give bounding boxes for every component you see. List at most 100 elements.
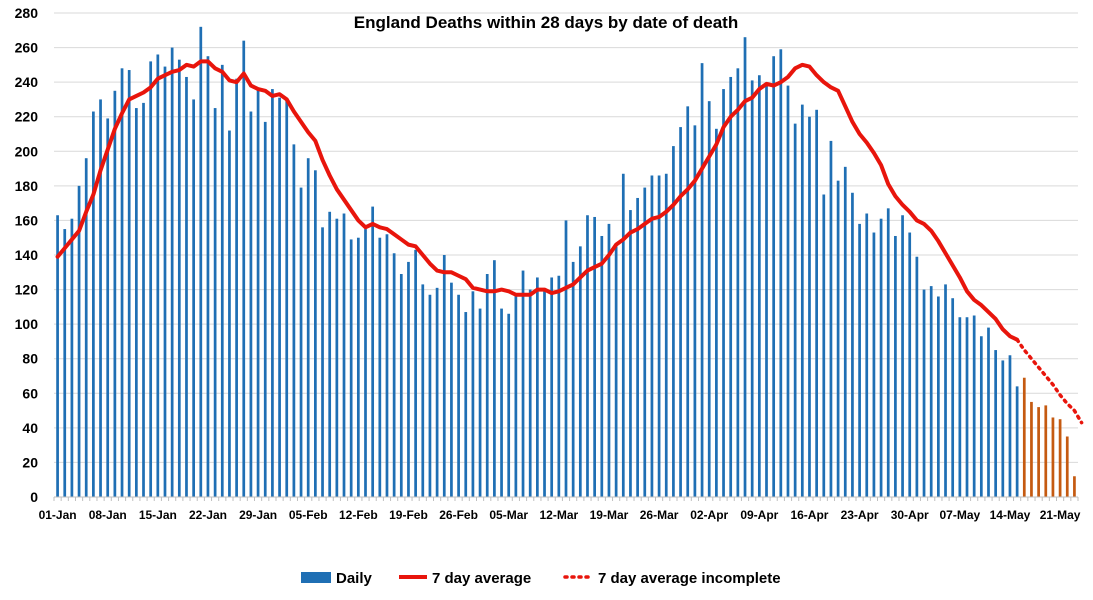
- y-tick-label: 100: [15, 316, 39, 332]
- bar-daily: [99, 99, 102, 498]
- y-axis-ticks: 0 20 40 60 80 100 120 140 160 180 200 220 240 260 280: [15, 5, 39, 505]
- bar-daily: [894, 235, 897, 498]
- bar-daily: [514, 293, 518, 497]
- x-tick-label: 08-Jan: [89, 508, 127, 522]
- bar-daily: [879, 218, 883, 497]
- bar-daily: [349, 239, 353, 497]
- y-tick-label: 160: [15, 212, 39, 228]
- bar-daily: [1008, 355, 1012, 497]
- bar-daily: [901, 215, 904, 498]
- y-tick-label: 40: [22, 420, 38, 436]
- bar-daily: [672, 146, 675, 497]
- bar-daily: [213, 108, 217, 497]
- x-tick-label: 16-Apr: [790, 508, 828, 522]
- bar-daily: [113, 90, 117, 497]
- bar-daily: [285, 99, 289, 498]
- x-tick-label: 19-Mar: [590, 508, 629, 522]
- bar-daily: [793, 123, 797, 497]
- bar-daily: [779, 49, 783, 498]
- bar-daily: [707, 101, 711, 497]
- bar-daily-incomplete: [1058, 419, 1062, 497]
- y-tick-label: 20: [22, 454, 38, 470]
- bar-daily: [500, 308, 503, 497]
- bar-daily: [428, 294, 432, 497]
- bar-daily-incomplete: [1022, 377, 1026, 497]
- bar-daily: [457, 294, 460, 497]
- bar-daily: [822, 194, 826, 497]
- bar-daily: [722, 89, 725, 497]
- bar-daily: [199, 26, 203, 498]
- x-tick-label: 26-Feb: [439, 508, 478, 522]
- legend-label-average: 7 day average: [432, 570, 531, 587]
- bar-daily: [614, 246, 618, 497]
- bar-daily: [715, 128, 718, 497]
- x-tick-label: 14-May: [990, 508, 1031, 522]
- bar-daily: [507, 313, 511, 497]
- bar-daily: [829, 140, 833, 497]
- bar-daily: [156, 54, 160, 498]
- bar-daily: [56, 215, 59, 498]
- bar-daily: [994, 350, 998, 497]
- bar-daily: [657, 175, 661, 498]
- bar-daily: [306, 158, 310, 497]
- bar-daily: [908, 232, 912, 497]
- bar-daily: [435, 287, 439, 497]
- bar-daily: [865, 213, 869, 497]
- x-tick-label: 23-Apr: [841, 508, 879, 522]
- y-tick-label: 180: [15, 178, 39, 194]
- bar-daily: [1015, 386, 1019, 497]
- bar-daily: [757, 75, 761, 497]
- bar-daily: [134, 108, 138, 497]
- bar-daily: [937, 296, 940, 497]
- bar-daily: [192, 99, 195, 498]
- bar-daily-incomplete: [1030, 401, 1033, 497]
- bar-daily: [149, 61, 153, 498]
- bar-daily: [185, 76, 188, 498]
- y-tick-label: 140: [15, 247, 39, 263]
- bar-daily: [314, 170, 317, 498]
- y-tick-label: 120: [15, 282, 39, 298]
- y-tick-label: 200: [15, 143, 39, 159]
- bars-daily: [56, 26, 1076, 498]
- y-tick-label: 60: [22, 385, 38, 401]
- bar-daily: [636, 197, 639, 497]
- bar-daily: [557, 275, 561, 497]
- bar-daily: [84, 158, 88, 497]
- bar-daily: [220, 64, 224, 498]
- bar-daily: [686, 106, 690, 497]
- bar-daily: [629, 210, 632, 497]
- x-tick-label: 07-May: [940, 508, 981, 522]
- bar-daily: [385, 234, 389, 497]
- x-tick-label: 02-Apr: [690, 508, 728, 522]
- bar-daily: [693, 125, 697, 498]
- bar-daily: [70, 218, 74, 497]
- bar-daily: [772, 56, 776, 498]
- bar-daily: [872, 232, 876, 497]
- bar-daily: [442, 255, 446, 497]
- bar-daily: [242, 40, 246, 497]
- bar-daily: [800, 104, 804, 498]
- bar-daily: [228, 130, 231, 498]
- bar-daily: [593, 216, 596, 497]
- bar-daily: [364, 229, 367, 497]
- bar-daily: [256, 89, 260, 497]
- x-tick-label: 05-Mar: [489, 508, 528, 522]
- bar-daily: [915, 256, 919, 497]
- bar-daily: [750, 80, 754, 497]
- y-tick-label: 240: [15, 74, 39, 90]
- y-tick-label: 220: [15, 109, 39, 125]
- x-axis: 01-Jan 08-Jan 15-Jan 22-Jan 29-Jan 05-Feb 12-F…: [39, 496, 1081, 522]
- bar-daily: [600, 235, 604, 498]
- bar-daily-incomplete: [1044, 405, 1048, 497]
- bar-daily: [729, 76, 733, 498]
- bar-daily: [177, 59, 181, 498]
- bar-daily: [858, 223, 861, 497]
- bar-daily: [299, 187, 303, 497]
- x-tick-label: 12-Mar: [539, 508, 578, 522]
- bar-daily: [235, 78, 238, 497]
- legend-swatch-daily: [301, 572, 331, 583]
- bar-daily: [521, 270, 525, 497]
- line-7-day-average: [55, 59, 1020, 342]
- bar-daily: [321, 227, 324, 497]
- bar-daily: [564, 220, 568, 497]
